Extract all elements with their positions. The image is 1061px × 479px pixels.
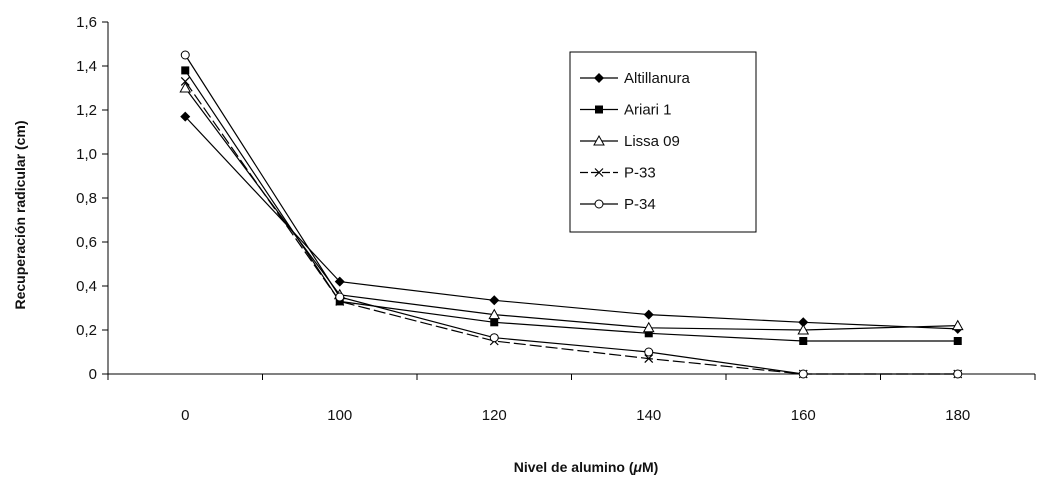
data-point-p-34 (180, 50, 190, 60)
series-lissa-09 (179, 81, 964, 335)
y-tick-label: 1,4 (76, 58, 97, 75)
y-tick-label: 0 (89, 366, 97, 383)
data-point-altillanura (798, 317, 809, 328)
data-point-ariari-1 (953, 337, 962, 345)
y-tick-label: 0,4 (76, 278, 97, 295)
data-point-p-34 (489, 333, 499, 343)
series-line-p-33 (184, 81, 958, 375)
legend-label: Altillanura (624, 70, 691, 87)
legend-label: Lissa 09 (624, 133, 680, 150)
legend-marker (594, 168, 604, 177)
series-group (179, 50, 964, 379)
data-point-p-33 (180, 76, 190, 86)
y-tick-label: 0,8 (76, 190, 97, 207)
y-axis-ticks: 0 0,2 0,4 0,6 0,8 1,0 1,2 1,4 1,6 (76, 14, 108, 383)
legend-item-p-34: P-34 (580, 196, 656, 213)
data-point-altillanura (334, 276, 345, 287)
legend-marker (595, 105, 603, 114)
data-point-lissa-09 (179, 81, 192, 93)
y-tick-label: 1,0 (76, 146, 97, 163)
x-tick-label: 160 (791, 407, 816, 424)
data-point-lissa-09 (488, 308, 501, 320)
y-tick-label: 0,2 (76, 322, 97, 339)
data-point-ariari-1 (644, 329, 653, 338)
y-tick-label: 1,6 (76, 14, 97, 31)
series-line-p-34 (184, 54, 958, 375)
y-axis-title: Recuperación radicular (cm) (12, 120, 28, 309)
legend: Altillanura Ariari 1 Lissa 09 P-33 P-34 (569, 51, 757, 233)
legend-marker (594, 73, 604, 83)
legend-label: P-33 (624, 165, 656, 182)
series-p-34 (180, 50, 963, 379)
x-axis-title-end: M) (642, 459, 658, 475)
series-line-lissa-09 (184, 87, 958, 331)
data-point-lissa-09 (951, 319, 964, 331)
legend-marker (593, 134, 605, 146)
x-tick-label: 120 (482, 407, 507, 424)
data-point-p-33 (644, 354, 654, 364)
data-point-p-34 (798, 369, 808, 379)
legend-items: Altillanura Ariari 1 Lissa 09 P-33 P-34 (580, 70, 691, 213)
legend-item-p-33: P-33 (580, 165, 656, 182)
data-point-altillanura (180, 111, 191, 122)
series-altillanura (180, 111, 963, 334)
legend-marker (594, 199, 604, 209)
x-tick-label: 140 (636, 407, 661, 424)
series-line-ariari-1 (184, 70, 958, 342)
data-point-ariari-1 (490, 318, 499, 327)
legend-label: Ariari 1 (624, 102, 672, 119)
data-point-p-34 (953, 369, 963, 379)
x-tick-label: 0 (181, 407, 189, 424)
data-point-p-34 (644, 347, 654, 357)
data-point-altillanura (489, 295, 500, 306)
legend-label: P-34 (624, 196, 656, 213)
y-tick-label: 1,2 (76, 102, 97, 119)
data-point-ariari-1 (799, 337, 808, 345)
legend-item-altillanura: Altillanura (580, 70, 691, 87)
x-tick-label: 100 (327, 407, 352, 424)
data-point-ariari-1 (181, 66, 190, 75)
x-axis-ticks: 0 100 120 140 160 180 (107, 374, 1036, 424)
data-point-p-34 (335, 292, 345, 302)
legend-item-ariari-1: Ariari 1 (580, 102, 672, 119)
x-axis-title-start: Nivel de alumino ( (514, 459, 634, 475)
series-line-altillanura (184, 116, 958, 330)
legend-item-lissa-09: Lissa 09 (580, 133, 680, 150)
y-tick-label: 0,6 (76, 234, 97, 251)
data-point-altillanura (643, 309, 654, 320)
x-tick-label: 180 (945, 407, 970, 424)
data-point-lissa-09 (642, 321, 655, 333)
x-axis-title-mu: μ (633, 459, 643, 475)
data-point-lissa-09 (797, 323, 810, 335)
x-axis-title: Nivel de alumino (μM) (514, 459, 659, 475)
